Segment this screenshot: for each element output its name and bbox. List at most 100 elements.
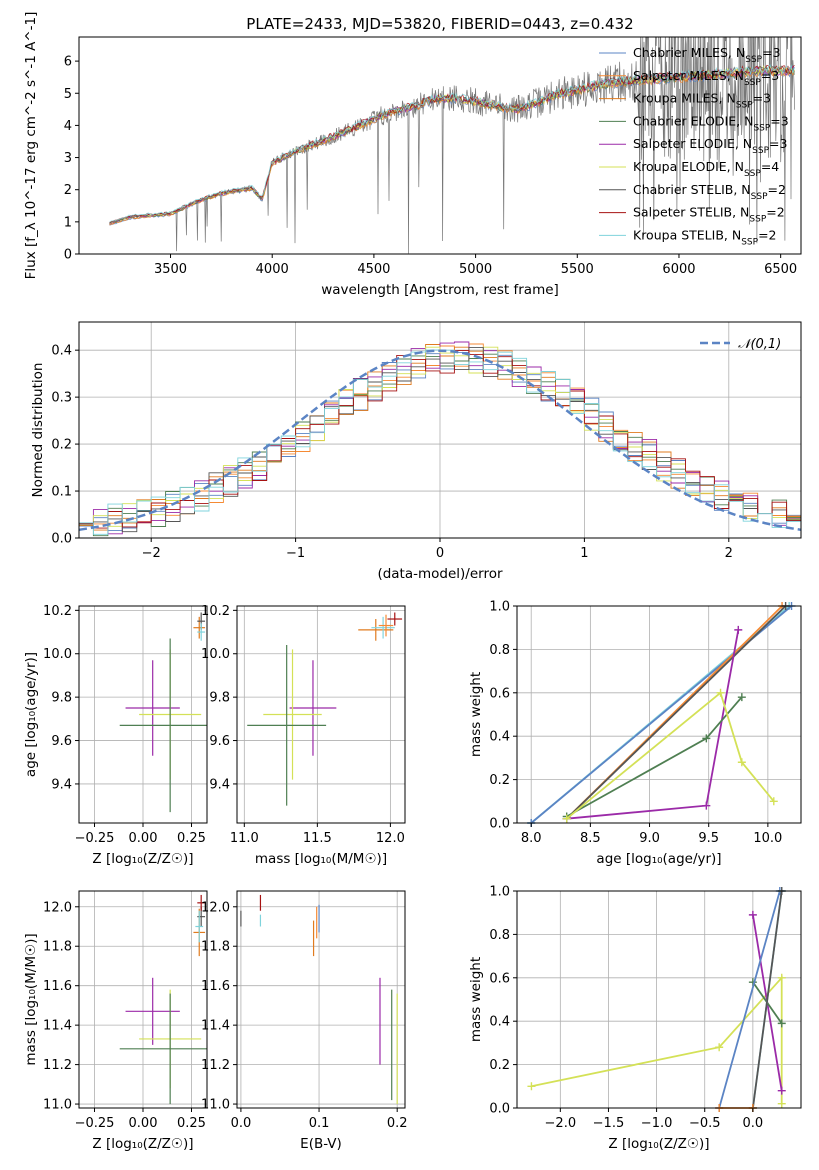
- mass-weight-vs-age-ytick-label: 0.0: [489, 817, 510, 832]
- mass-weight-vs-Z-ytick-label: 1.0: [489, 885, 510, 900]
- spectrum-ytick-label: 1: [64, 215, 72, 230]
- spectrum-xtick-label: 6000: [662, 262, 695, 277]
- age-vs-Z-ylabel: age [log₁₀(age/yr)]: [23, 652, 39, 777]
- spectrum-xtick-label: 3500: [154, 262, 187, 277]
- mass-weight-vs-age-line-salpeter-elodie: [566, 629, 740, 820]
- mass-weight-vs-age-line-chabrier-stelib: [566, 605, 787, 820]
- residuals-ytick-label: 0.4: [51, 344, 72, 359]
- mass-weight-vs-Z-xtick-label: 0.0: [743, 1116, 764, 1131]
- mass-weight-vs-age-ytick-label: 0.6: [489, 686, 510, 701]
- mass-weight-vs-Z-series: [527, 887, 786, 1112]
- age-vs-Z-xtick-label: −0.25: [75, 831, 115, 846]
- age-vs-mass-ytick-label: 9.8: [209, 691, 230, 706]
- mass-weight-vs-Z-ytick-label: 0.4: [489, 1015, 510, 1030]
- mass-weight-vs-age-ytick-label: 0.2: [489, 773, 510, 788]
- mass-weight-vs-Z-ytick-label: 0.8: [489, 928, 510, 943]
- age-vs-Z-ytick-label: 10.2: [43, 604, 72, 619]
- age-vs-mass-ytick-label: 9.6: [209, 734, 230, 749]
- age-vs-Z-xlabel: Z [log₁₀(Z/Z☉)]: [92, 851, 193, 867]
- age-vs-Z-xtick-label: 0.00: [129, 831, 158, 846]
- age-vs-mass-points: [247, 612, 403, 806]
- mass-vs-ebv-ytick-label: 12.0: [201, 900, 230, 915]
- mass-weight-vs-Z-marker: [777, 1086, 786, 1095]
- spectrum-xtick-label: 6500: [764, 262, 797, 277]
- spectrum-ytick-label: 3: [64, 151, 72, 166]
- figure-title: PLATE=2433, MJD=53820, FIBERID=0443, z=0…: [246, 15, 633, 33]
- mass-weight-vs-age-xtick-label: 8.0: [521, 831, 542, 846]
- mass-weight-vs-Z-xtick-label: −2.0: [545, 1116, 577, 1131]
- age-vs-mass-ytick-label: 10.0: [201, 647, 230, 662]
- mass-vs-ebv-points: [240, 894, 398, 1105]
- mass-weight-vs-age-xtick-label: 10.0: [753, 831, 782, 846]
- mass-vs-ebv-xtick-label: 0.2: [387, 1116, 408, 1131]
- mass-weight-vs-Z-xtick-label: −1.5: [593, 1116, 625, 1131]
- age-vs-Z-ytick-label: 9.8: [51, 691, 72, 706]
- residual-hist-salpeter-elodie: [79, 341, 801, 535]
- mass-weight-vs-Z-ytick-label: 0.6: [489, 971, 510, 986]
- residuals-xtick-label: 2: [725, 546, 733, 561]
- age-vs-Z-ytick-label: 10.0: [43, 647, 72, 662]
- mass-weight-vs-age-xtick-label: 9.0: [639, 831, 660, 846]
- mass-weight-vs-Z-frame: [516, 890, 802, 1109]
- mass-weight-vs-age-marker: [562, 814, 571, 823]
- mass-vs-Z-xtick-label: 0.25: [177, 1116, 206, 1131]
- age-vs-mass-frame: [236, 605, 406, 824]
- mass-vs-Z-ytick-label: 11.8: [43, 940, 72, 955]
- residual-hist-salpeter-stelib: [79, 350, 801, 529]
- residual-hist-chabrier-stelib: [79, 346, 801, 533]
- mass-weight-vs-age-marker: [737, 758, 746, 767]
- spectrum-legend-label: Kroupa MILES, NSSP=3: [633, 91, 771, 111]
- mass-weight-vs-Z-marker: [748, 910, 757, 919]
- mass-weight-vs-age-ytick-label: 0.4: [489, 730, 510, 745]
- mass-vs-ebv-xtick-label: 0.1: [309, 1116, 330, 1131]
- spectrum-ytick-label: 2: [64, 183, 72, 198]
- mass-weight-vs-age-marker: [702, 734, 711, 743]
- mass-vs-ebv-ytick-label: 11.8: [201, 940, 230, 955]
- mass-weight-vs-age-marker: [769, 797, 778, 806]
- spectrum-legend-label: Kroupa STELIB, NSSP=2: [633, 227, 777, 247]
- spectrum-legend-label: Chabrier ELODIE, NSSP=3: [633, 113, 789, 133]
- spectrum-xtick-label: 5000: [459, 262, 492, 277]
- mass-vs-Z-ytick-label: 11.4: [43, 1019, 72, 1034]
- spectrum-ytick-label: 6: [64, 55, 72, 70]
- axes-layer: 3500 4000 4500 5000 5500 6000 6500 0 1 2 3 4 5 6 wavel…: [23, 12, 802, 1152]
- mass-weight-vs-Z-marker: [777, 1099, 786, 1108]
- mass-vs-ebv-ytick-label: 11.0: [201, 1098, 230, 1113]
- mass-vs-Z-xtick-label: 0.00: [129, 1116, 158, 1131]
- age-vs-Z-points: [119, 612, 207, 813]
- age-vs-Z-ytick-label: 9.6: [51, 734, 72, 749]
- mass-weight-vs-age-marker: [702, 801, 711, 810]
- age-vs-Z-ytick-label: 9.4: [51, 777, 72, 792]
- mass-weight-vs-age-marker: [737, 693, 746, 702]
- age-vs-mass-xtick-label: 11.0: [230, 831, 259, 846]
- spectrum-xlabel: wavelength [Angstrom, rest frame]: [321, 282, 559, 298]
- residuals-ytick-label: 0.0: [51, 532, 72, 547]
- spectrum-legend-label: Salpeter MILES, NSSP=3: [633, 68, 779, 88]
- mass-weight-vs-Z-line-kroupa-elodie: [531, 975, 783, 1104]
- mass-vs-ebv-xtick-label: 0.0: [231, 1116, 252, 1131]
- spectrum-model-kroupa-stelib: [109, 63, 795, 223]
- mass-weight-vs-age-xtick-label: 8.5: [580, 831, 601, 846]
- mass-vs-Z-ylabel: mass [log₁₀(M/M☉)]: [23, 933, 39, 1065]
- gaussian-reference-curve: [78, 349, 802, 532]
- residuals-ytick-label: 0.1: [51, 485, 72, 500]
- residuals-ytick-label: 0.2: [51, 438, 72, 453]
- mass-weight-vs-age-xlabel: age [log₁₀(age/yr)]: [596, 851, 721, 867]
- spectrum-frame: [78, 36, 802, 255]
- spectrum-legend-label: Chabrier STELIB, NSSP=2: [633, 182, 786, 202]
- spectrum-ytick-label: 5: [64, 87, 72, 102]
- mass-weight-vs-Z-xlabel: Z [log₁₀(Z/Z☉)]: [608, 1136, 709, 1152]
- mass-vs-Z-points: [119, 894, 207, 1105]
- spectrum-ylabel: Flux [f_λ 10^-17 erg cm^-2 s^-1 A^-1]: [23, 12, 39, 280]
- mass-vs-Z-xlabel: Z [log₁₀(Z/Z☉)]: [92, 1136, 193, 1152]
- age-vs-mass-ytick-label: 10.2: [201, 604, 230, 619]
- mass-weight-vs-age-ytick-label: 0.8: [489, 643, 510, 658]
- age-vs-mass-ytick-label: 9.4: [209, 777, 230, 792]
- mass-weight-vs-age-line-kroupa-elodie: [566, 691, 775, 820]
- mass-weight-vs-Z-line-chabrier-stelib: [752, 890, 783, 1109]
- mass-weight-vs-Z-line-chabrier-miles: [718, 890, 781, 1109]
- mass-weight-vs-age-ytick-label: 1.0: [489, 600, 510, 615]
- spectrum-traces: [109, 37, 796, 254]
